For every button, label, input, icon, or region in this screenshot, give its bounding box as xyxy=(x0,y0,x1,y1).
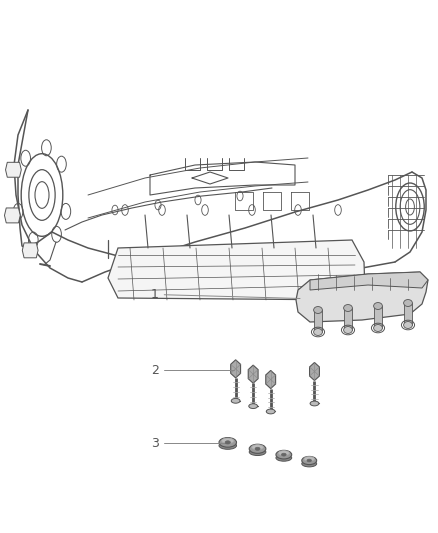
Ellipse shape xyxy=(276,450,292,459)
Ellipse shape xyxy=(374,303,382,310)
Polygon shape xyxy=(266,370,276,389)
Ellipse shape xyxy=(276,455,292,461)
Ellipse shape xyxy=(404,300,413,306)
Polygon shape xyxy=(314,310,322,332)
Ellipse shape xyxy=(278,451,290,455)
Ellipse shape xyxy=(255,447,260,450)
Ellipse shape xyxy=(344,304,353,311)
Ellipse shape xyxy=(219,438,237,447)
Ellipse shape xyxy=(249,448,266,456)
Ellipse shape xyxy=(219,442,237,449)
Ellipse shape xyxy=(249,404,258,408)
Ellipse shape xyxy=(302,456,317,465)
Ellipse shape xyxy=(252,445,263,450)
Polygon shape xyxy=(231,360,240,378)
Ellipse shape xyxy=(314,328,322,335)
Ellipse shape xyxy=(314,306,322,313)
Polygon shape xyxy=(248,365,258,383)
Polygon shape xyxy=(22,243,38,258)
Ellipse shape xyxy=(307,459,311,462)
Ellipse shape xyxy=(404,321,413,328)
Ellipse shape xyxy=(282,453,286,456)
Ellipse shape xyxy=(310,401,319,406)
Polygon shape xyxy=(404,303,412,325)
Polygon shape xyxy=(310,362,319,381)
Polygon shape xyxy=(374,306,382,328)
Ellipse shape xyxy=(302,461,317,467)
Ellipse shape xyxy=(344,327,353,334)
Polygon shape xyxy=(108,240,365,300)
Ellipse shape xyxy=(231,399,240,403)
Polygon shape xyxy=(4,208,20,223)
Ellipse shape xyxy=(225,441,230,444)
Ellipse shape xyxy=(222,438,234,443)
Ellipse shape xyxy=(374,325,382,332)
Ellipse shape xyxy=(266,409,275,414)
Ellipse shape xyxy=(249,444,266,454)
Text: 3: 3 xyxy=(151,437,159,450)
Text: 1: 1 xyxy=(151,288,159,301)
Polygon shape xyxy=(310,272,428,290)
Polygon shape xyxy=(344,308,352,330)
Ellipse shape xyxy=(304,457,314,461)
Polygon shape xyxy=(296,272,428,322)
Polygon shape xyxy=(6,163,21,177)
Text: 2: 2 xyxy=(151,364,159,377)
